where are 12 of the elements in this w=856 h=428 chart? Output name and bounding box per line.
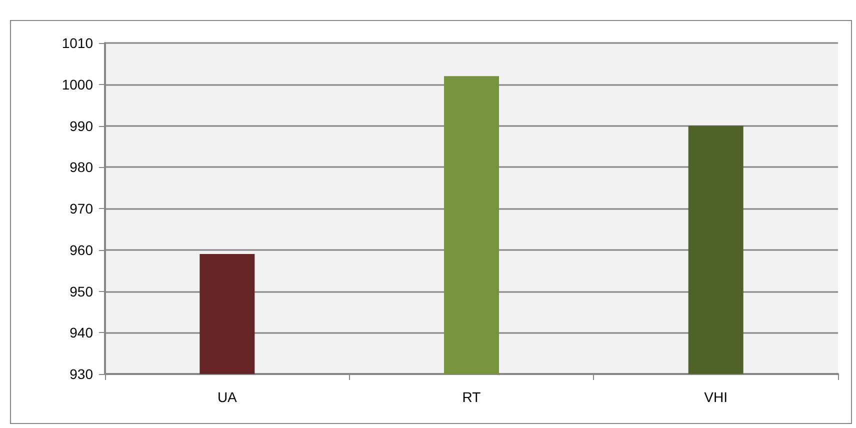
y-tick-label: 980	[70, 159, 94, 176]
y-tick-label: 940	[70, 324, 94, 341]
y-tick-label: 930	[70, 366, 94, 382]
y-tick-label: 990	[70, 118, 94, 134]
x-tick-label: VHI	[704, 389, 728, 405]
y-tick-label: 950	[70, 283, 94, 300]
y-tick-label: 1000	[62, 76, 94, 92]
x-tick-label: UA	[217, 389, 238, 405]
y-tick-label: 970	[70, 200, 94, 216]
y-tick-label: 960	[70, 242, 94, 258]
x-tick-label: RT	[462, 389, 482, 405]
y-tick-label: 1010	[62, 35, 94, 51]
